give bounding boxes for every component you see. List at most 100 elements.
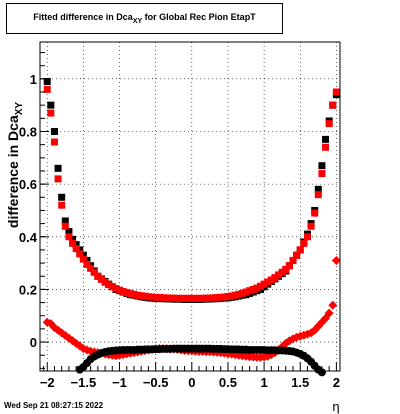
data-point [322,143,330,151]
data-point [170,294,178,302]
x-tick-label: 2 [333,375,340,390]
data-point [206,294,214,302]
data-point [328,300,338,310]
x-tick-label: −1 [112,375,127,390]
data-point [148,293,156,301]
data-point [173,294,181,302]
y-tick-label: 0 [30,335,37,350]
grid-lines [40,42,340,371]
data-point [278,268,286,276]
data-point [50,127,58,135]
data-point [318,162,326,170]
data-point [242,288,250,296]
footer-timestamp: Wed Sep 21 08:27:15 2022 [4,401,104,410]
data-point [47,109,55,117]
data-point [256,282,264,290]
data-point [209,294,217,302]
data-point [61,217,69,225]
data-point [123,289,131,297]
data-point [300,239,308,247]
data-point [202,294,210,302]
data-point [267,276,275,284]
plot-frame [39,41,341,372]
data-point [296,246,304,254]
data-point [61,222,69,230]
data-point [141,292,149,300]
data-point [54,175,62,183]
data-point [199,294,207,302]
data-point [101,278,109,286]
data-point [155,294,163,302]
data-point [58,201,66,209]
data-point [43,85,51,93]
data-point [322,135,330,143]
data-point [285,262,293,270]
data-point [246,287,254,295]
data-point [43,77,51,85]
data-point [134,291,142,299]
data-point [97,275,105,283]
data-point [213,294,221,302]
data-point [332,88,340,96]
data-point [90,268,98,276]
data-point [324,308,334,318]
data-point [119,288,127,296]
data-point [293,251,301,259]
data-point [166,294,174,302]
title-prefix: Fitted difference in Dca [33,12,133,23]
data-point [220,293,228,301]
data-point [235,290,243,298]
data-point [116,286,124,294]
data-point [249,285,257,293]
data-point [69,235,77,243]
data-point [72,245,80,253]
data-point [311,209,319,217]
data-point [184,294,192,302]
data-point [65,228,73,236]
data-point [159,294,167,302]
series-3 [75,344,326,377]
data-point [112,285,120,293]
data-point [264,278,272,286]
data-point [228,292,236,300]
data-point [181,294,189,302]
chart-title: Fitted difference in DcaXY for Global Re… [33,12,255,25]
data-point [69,239,77,247]
data-point [275,271,283,279]
x-tick-label: 0.5 [219,375,237,390]
data-point [76,246,84,254]
x-tick-label: 0 [188,375,195,390]
y-axis-label: difference in DcaXY [5,102,25,228]
data-point [314,191,322,199]
data-point [307,222,315,230]
data-point [83,260,91,268]
data-point [329,101,337,109]
data-point [238,289,246,297]
y-tick-label: 0.8 [19,124,37,139]
data-point [83,256,91,264]
data-point [137,292,145,300]
data-point [87,264,95,272]
x-axis-label: η [332,399,339,414]
data-point [130,290,138,298]
data-point [126,290,134,298]
data-point [47,101,55,109]
chart-title-box: Fitted difference in DcaXY for Global Re… [6,3,283,34]
data-point [253,284,261,292]
data-point [195,294,203,302]
y-tick-label: 0.6 [19,177,37,192]
data-point [76,250,84,258]
title-suffix: for Global Rec Pion EtapT [142,12,256,23]
x-tick-label: −1.5 [71,375,97,390]
x-tick-label: 1.5 [291,375,309,390]
x-tick-label: 1 [260,375,267,390]
data-point [314,185,322,193]
data-point [58,193,66,201]
data-point [282,265,290,273]
data-point [191,294,199,302]
y-tick-label: 1 [30,72,37,87]
y-tick-label: 0.4 [19,230,38,245]
data-point [271,274,279,282]
data-point [224,293,232,301]
